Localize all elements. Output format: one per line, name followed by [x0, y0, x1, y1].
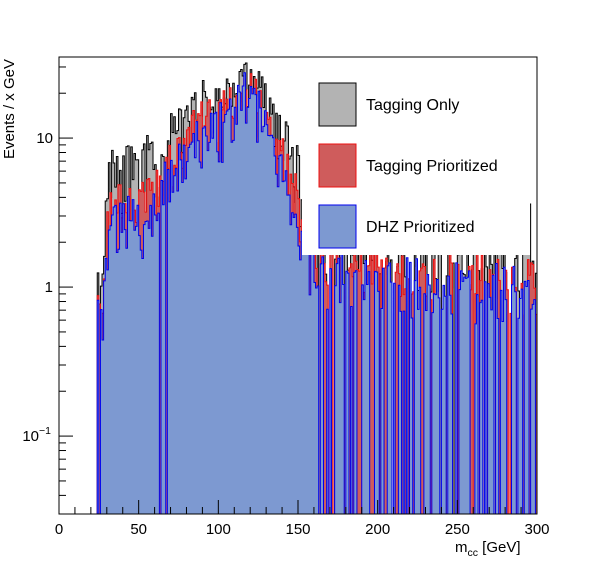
x-axis-title-main: m [455, 539, 468, 556]
y-tick-label-10: 10 [36, 130, 53, 147]
x-tick-label: 300 [524, 521, 549, 538]
svg-text:mcc [GeV]: mcc [GeV] [455, 539, 521, 559]
legend-label: DHZ Prioritized [366, 219, 474, 236]
histogram-series [95, 62, 538, 515]
legend-swatch [318, 143, 357, 188]
legend-swatch [318, 82, 357, 127]
x-tick-label: 50 [130, 521, 147, 538]
x-tick-label: 200 [365, 521, 390, 538]
x-tick-label: 150 [285, 521, 310, 538]
series-fill [95, 72, 538, 514]
x-tick-label: 250 [445, 521, 470, 538]
series-outline [95, 72, 537, 515]
series-3 [95, 72, 538, 515]
x-axis-title-unit: [GeV] [478, 539, 521, 556]
x-axis-title: mcc [GeV] [455, 539, 521, 559]
legend-swatch [318, 204, 357, 249]
y-tick-label-exponent: −1 [39, 425, 51, 437]
x-tick-label: 100 [206, 521, 231, 538]
x-axis-title-sub: cc [468, 547, 479, 559]
legend-label: Tagging Only [366, 97, 459, 114]
x-tick-label: 0 [55, 521, 63, 538]
y-tick-label-0.1: 10 [22, 428, 39, 445]
y-tick-label-1: 1 [45, 279, 53, 296]
legend-label: Tagging Prioritized [366, 158, 498, 175]
legend: Tagging Only Tagging Prioritized DHZ Prior… [302, 67, 530, 255]
y-axis-title: Events / x GeV [1, 59, 18, 159]
